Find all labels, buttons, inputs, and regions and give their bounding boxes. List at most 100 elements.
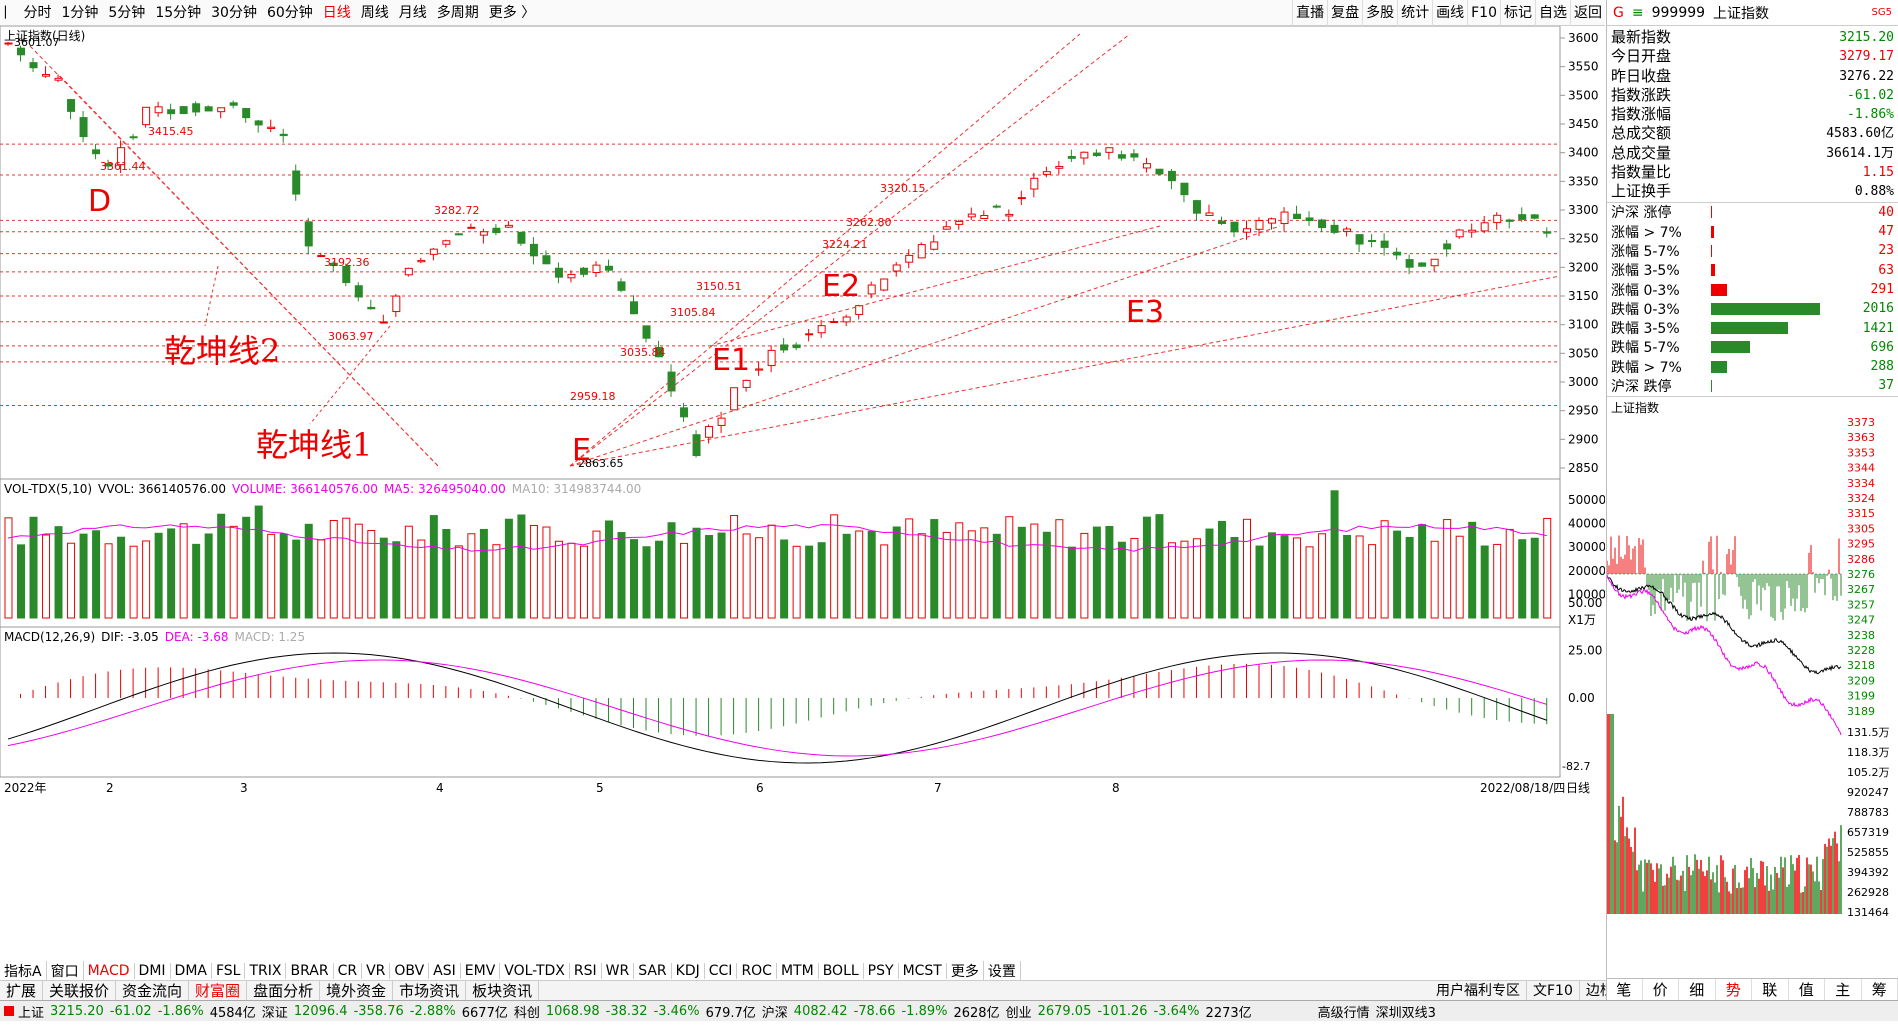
period-9[interactable]: 多周期: [432, 0, 484, 26]
tool-button-6[interactable]: 标记: [1500, 0, 1535, 26]
volume-bar: [1143, 517, 1150, 618]
period-3[interactable]: 15分钟: [150, 0, 206, 26]
candle-body: [43, 74, 50, 76]
indicator-tab-9[interactable]: VR: [362, 963, 390, 979]
period-0[interactable]: 分时: [18, 0, 56, 26]
volume-bar: [731, 516, 738, 618]
indicator-tab-21[interactable]: BOLL: [819, 963, 864, 979]
mini-intraday-chart[interactable]: 3373336333533344333433243315330532953286…: [1607, 414, 1898, 1026]
bottom-tab-7[interactable]: 板块资讯: [466, 981, 539, 1000]
indicator-tab-2[interactable]: MACD: [84, 963, 135, 979]
candle-body: [1056, 166, 1063, 168]
tool-button-3[interactable]: 统计: [1397, 0, 1432, 26]
sidebar-tab-1[interactable]: 价: [1643, 979, 1680, 1000]
indicator-tab-0[interactable]: 指标A: [0, 961, 47, 981]
period-1[interactable]: 1分钟: [56, 0, 103, 26]
indicator-tab-22[interactable]: PSY: [864, 963, 899, 979]
sidebar-tab-4[interactable]: 联: [1752, 979, 1789, 1000]
period-5[interactable]: 60分钟: [262, 0, 318, 26]
sidebar-menu-icon[interactable]: ≡: [1632, 5, 1644, 21]
sidebar-tab-6[interactable]: 主: [1825, 979, 1862, 1000]
status-item: 12096.4: [294, 1004, 348, 1019]
tool-button-7[interactable]: 自选: [1535, 0, 1570, 26]
candle-body: [368, 307, 375, 308]
volume-bar: [568, 543, 575, 618]
volume-bar: [881, 545, 888, 618]
bottom-right-link-1[interactable]: 文F10: [1527, 981, 1580, 1000]
sidebar-tab-7[interactable]: 筹: [1862, 979, 1898, 1000]
bottom-tab-3[interactable]: 财富圈: [189, 981, 247, 1000]
indicator-tab-5[interactable]: FSL: [212, 963, 246, 979]
volume-bar: [1006, 517, 1013, 618]
indicator-tab-10[interactable]: OBV: [390, 963, 429, 979]
volume-bar: [505, 519, 512, 618]
kline-chart[interactable]: 3600355035003450340033503300325032003150…: [0, 26, 1605, 980]
candle-body: [1319, 220, 1326, 227]
bottom-tab-6[interactable]: 市场资讯: [393, 981, 466, 1000]
candle-body: [1131, 154, 1138, 157]
indicator-tab-14[interactable]: RSI: [570, 963, 602, 979]
breadth-bar: [1711, 303, 1820, 315]
tool-button-4[interactable]: 画线: [1432, 0, 1467, 26]
bottom-tab-1[interactable]: 关联报价: [43, 981, 116, 1000]
indicator-tab-24[interactable]: 更多: [947, 961, 984, 981]
indicator-tab-8[interactable]: CR: [334, 963, 363, 979]
indicator-tab-11[interactable]: ASI: [429, 963, 461, 979]
tool-button-8[interactable]: 返回: [1570, 0, 1605, 26]
tool-button-0[interactable]: 直播: [1292, 0, 1327, 26]
bottom-tab-5[interactable]: 境外资金: [320, 981, 393, 1000]
indicator-tab-1[interactable]: 窗口: [47, 961, 84, 981]
quote-label: 指数涨幅: [1611, 105, 1671, 124]
bottom-tab-4[interactable]: 盘面分析: [247, 981, 320, 1000]
status-item: -1.89%: [901, 1004, 947, 1019]
period-2[interactable]: 5分钟: [103, 0, 150, 26]
indicator-tab-17[interactable]: KDJ: [672, 963, 705, 979]
menu-icon[interactable]: ▏: [0, 0, 18, 26]
volume-bar: [180, 524, 187, 618]
tool-button-1[interactable]: 复盘: [1327, 0, 1362, 26]
tool-button-2[interactable]: 多股: [1362, 0, 1397, 26]
indicator-tab-25[interactable]: 设置: [984, 961, 1021, 981]
sidebar-tab-5[interactable]: 值: [1789, 979, 1826, 1000]
volume-bar: [1331, 491, 1338, 618]
candle-body: [931, 242, 938, 249]
price-tick-label: 3050: [1568, 346, 1599, 360]
indicator-tab-6[interactable]: TRIX: [245, 963, 286, 979]
bottom-tab-0[interactable]: 扩展: [0, 981, 43, 1000]
period-10[interactable]: 更多 〉: [484, 0, 540, 26]
indicator-tab-7[interactable]: BRAR: [286, 963, 333, 979]
tool-button-5[interactable]: F10: [1467, 0, 1500, 26]
bottom-right-link-0[interactable]: 用户福利专区: [1430, 981, 1527, 1000]
sidebar-tab-0[interactable]: 笔: [1606, 979, 1643, 1000]
period-8[interactable]: 月线: [394, 0, 432, 26]
indicator-tab-12[interactable]: EMV: [461, 963, 501, 979]
price-tick-label: 3600: [1568, 31, 1599, 45]
candle-body: [881, 279, 888, 290]
point-label: 3105.84: [670, 306, 716, 319]
indicator-tab-4[interactable]: DMA: [171, 963, 212, 979]
indicator-tab-23[interactable]: MCST: [899, 963, 947, 979]
indicator-tab-13[interactable]: VOL-TDX: [500, 963, 570, 979]
indicator-tab-3[interactable]: DMI: [135, 963, 171, 979]
volume-bar: [1231, 537, 1238, 618]
indicator-tab-15[interactable]: WR: [602, 963, 635, 979]
candle-body: [505, 225, 512, 227]
sidebar-tab-3[interactable]: 势: [1716, 979, 1753, 1000]
candle-body: [831, 322, 838, 323]
indicator-tab-16[interactable]: SAR: [634, 963, 671, 979]
sidebar-tab-2[interactable]: 细: [1679, 979, 1716, 1000]
volume-bar: [118, 537, 125, 618]
period-4[interactable]: 30分钟: [206, 0, 262, 26]
period-7[interactable]: 周线: [356, 0, 394, 26]
indicator-tab-18[interactable]: CCI: [705, 963, 738, 979]
period-6[interactable]: 日线: [318, 0, 356, 26]
candle-body: [856, 306, 863, 315]
bottom-tab-2[interactable]: 资金流向: [116, 981, 189, 1000]
volume-bar: [781, 540, 788, 618]
breadth-bar: [1711, 341, 1750, 353]
volume-bar: [330, 520, 337, 618]
indicator-tab-19[interactable]: ROC: [737, 963, 777, 979]
indicator-tab-20[interactable]: MTM: [777, 963, 819, 979]
